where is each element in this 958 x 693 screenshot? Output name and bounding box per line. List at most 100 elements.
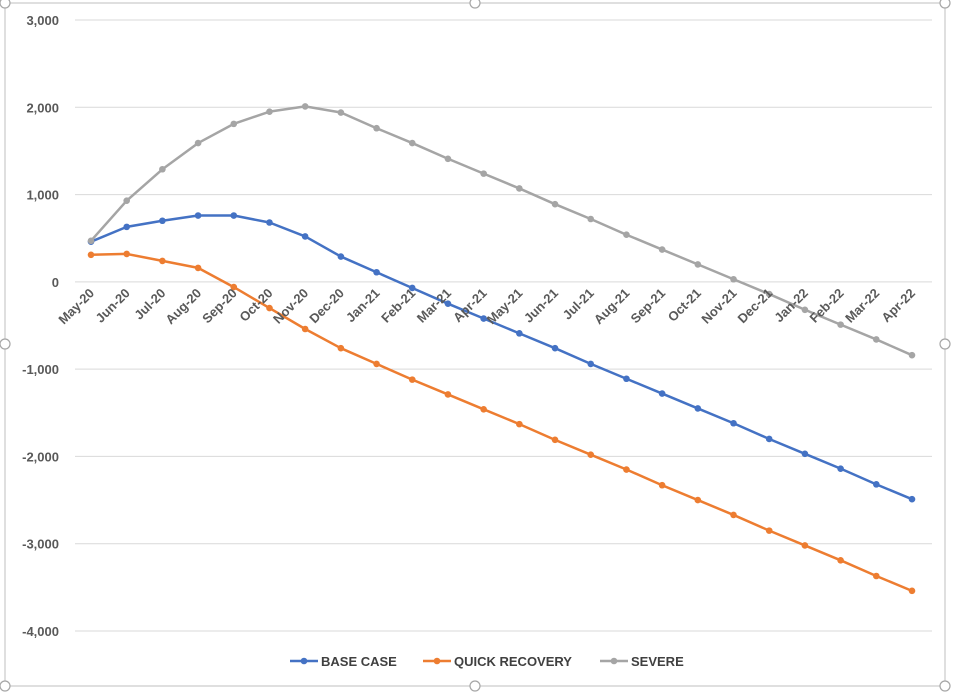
data-point[interactable] [730, 419, 737, 427]
data-point[interactable] [837, 465, 844, 472]
data-point[interactable] [658, 246, 666, 253]
data-point[interactable] [301, 103, 309, 110]
data-point[interactable] [908, 587, 916, 595]
data-point[interactable] [587, 451, 595, 458]
series-base-case[interactable] [87, 212, 916, 503]
data-point[interactable] [516, 420, 523, 428]
data-point[interactable] [480, 170, 487, 177]
data-point[interactable] [123, 250, 130, 258]
data-point[interactable] [873, 481, 880, 488]
data-point[interactable] [337, 253, 345, 260]
resize-handle[interactable] [939, 338, 951, 350]
data-point[interactable] [87, 237, 95, 245]
data-point[interactable] [194, 264, 202, 272]
data-point[interactable] [801, 542, 809, 549]
data-point[interactable] [408, 284, 416, 292]
series-lines [87, 103, 916, 595]
data-point[interactable] [337, 109, 345, 116]
data-point[interactable] [623, 466, 630, 473]
resize-handle[interactable] [0, 0, 11, 9]
data-point[interactable] [408, 139, 416, 147]
data-point[interactable] [373, 268, 380, 276]
data-point[interactable] [230, 120, 238, 128]
legend-label: SEVERE [631, 654, 684, 669]
resize-handle[interactable] [469, 680, 481, 692]
data-point[interactable] [480, 405, 487, 413]
series-severe[interactable] [87, 103, 916, 359]
resize-handle[interactable] [0, 680, 11, 692]
data-point[interactable] [373, 124, 380, 132]
data-point[interactable] [123, 197, 130, 204]
data-point[interactable] [837, 321, 844, 328]
data-point[interactable] [408, 376, 416, 383]
data-point[interactable] [159, 257, 166, 265]
data-point[interactable] [765, 290, 773, 298]
data-point[interactable] [551, 436, 559, 444]
data-point[interactable] [266, 304, 273, 312]
data-point[interactable] [837, 556, 844, 564]
data-point[interactable] [87, 251, 95, 259]
data-point[interactable] [337, 344, 345, 352]
data-point[interactable] [266, 219, 273, 226]
data-point[interactable] [159, 165, 166, 173]
data-point[interactable] [230, 283, 238, 291]
y-tick-label: -2,000 [22, 449, 59, 464]
data-point[interactable] [694, 261, 702, 268]
data-point[interactable] [301, 233, 309, 240]
data-point[interactable] [123, 223, 130, 231]
data-point[interactable] [730, 275, 737, 283]
data-point[interactable] [873, 572, 880, 580]
data-point[interactable] [873, 336, 880, 343]
legend-item[interactable]: BASE CASE [290, 654, 397, 669]
data-point[interactable] [765, 435, 773, 443]
data-point[interactable] [230, 212, 238, 219]
resize-handle[interactable] [939, 0, 951, 9]
data-point[interactable] [159, 217, 166, 225]
x-tick-label: May-20 [55, 285, 97, 327]
data-point[interactable] [194, 212, 202, 219]
data-point[interactable] [551, 200, 559, 208]
legend-item[interactable]: QUICK RECOVERY [423, 654, 572, 669]
data-point[interactable] [266, 108, 273, 115]
data-point[interactable] [480, 315, 487, 322]
data-point[interactable] [694, 405, 702, 412]
data-point[interactable] [444, 155, 452, 163]
data-point[interactable] [551, 344, 559, 352]
data-point[interactable] [444, 300, 452, 307]
data-point[interactable] [765, 527, 773, 534]
data-point[interactable] [908, 495, 916, 503]
data-point[interactable] [801, 450, 809, 458]
data-point[interactable] [516, 330, 523, 337]
data-point[interactable] [587, 215, 595, 223]
data-point[interactable] [373, 360, 380, 368]
data-point[interactable] [801, 306, 809, 314]
data-point[interactable] [194, 139, 202, 147]
series-line[interactable] [90, 214, 913, 501]
data-point[interactable] [301, 325, 309, 333]
data-point[interactable] [908, 351, 916, 359]
data-point[interactable] [516, 185, 523, 192]
legend: BASE CASE QUICK RECOVERY SEVERE [290, 654, 684, 669]
series-line[interactable] [90, 105, 913, 357]
data-point[interactable] [658, 390, 666, 397]
resize-handle[interactable] [469, 0, 481, 9]
x-tick-label: Aug-20 [162, 285, 204, 327]
series-line[interactable] [90, 252, 913, 593]
data-point[interactable] [623, 375, 630, 383]
data-point[interactable] [623, 231, 630, 239]
x-tick-label: Jun-20 [93, 285, 133, 325]
data-point[interactable] [730, 511, 737, 519]
x-tick-label: Sep-21 [627, 285, 668, 326]
series-quick-recovery[interactable] [87, 250, 916, 595]
resize-handle[interactable] [939, 680, 951, 692]
data-point[interactable] [587, 360, 595, 368]
data-point[interactable] [444, 391, 452, 398]
resize-handle[interactable] [0, 338, 11, 350]
x-tick-label: Jun-21 [521, 285, 561, 325]
data-point[interactable] [658, 481, 666, 489]
data-point[interactable] [694, 496, 702, 504]
legend-item[interactable]: SEVERE [600, 654, 684, 669]
y-tick-label: 2,000 [26, 100, 59, 115]
